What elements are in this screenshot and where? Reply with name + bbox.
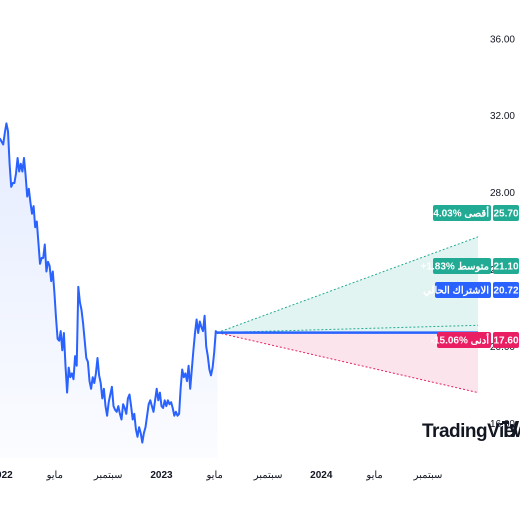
- forecast-layer: [217, 236, 479, 394]
- tag-avg-value: 21.10: [493, 262, 518, 273]
- tag-min-label-box: [437, 332, 491, 348]
- x-tick-label: 2022: [0, 470, 13, 481]
- x-tick-label: 2023: [150, 470, 173, 481]
- tradingview-wordmark: TradingView: [422, 421, 520, 442]
- forecast-avg-line: [217, 324, 479, 334]
- tag-current-value: 20.72: [493, 286, 518, 297]
- x-tick-label: سبتمبر: [93, 470, 123, 481]
- tag-max-label: +24.03% أقصى: [422, 207, 489, 220]
- tag-max-label-box: [433, 205, 491, 221]
- tag-min-label: -15.06% أدنى: [431, 334, 490, 347]
- tv-logo-icon: [502, 421, 519, 437]
- series-area: [0, 123, 218, 459]
- y-tick-label: 28.00: [490, 188, 515, 199]
- y-tick-label: 32.00: [490, 111, 515, 122]
- x-tick-label: 2024: [310, 470, 333, 481]
- x-tick-label: مايو: [46, 470, 63, 481]
- tag-max-value: 25.70: [493, 209, 518, 220]
- tag-current-label-box: [435, 282, 491, 298]
- tag-avg-value-box: [493, 258, 519, 274]
- tag-avg-label: +1.83% متوسط: [421, 262, 489, 273]
- y-tick-label: 36.00: [490, 34, 515, 45]
- tag-min: 17.60-15.06% أدنى: [431, 332, 519, 348]
- tag-max: 25.70 +24.03% أقصى: [422, 205, 519, 221]
- x-tick-label: مايو: [365, 470, 382, 481]
- tradingview-logo: TradingView: [422, 421, 520, 442]
- tag-current-value-box: [493, 282, 519, 298]
- series-layer: [0, 122, 219, 459]
- x-tick-label: مايو: [206, 470, 223, 481]
- y-tick-label: 16.00: [490, 419, 515, 430]
- series-line: [0, 122, 219, 444]
- tag-current-label: الاشتراك الحالي: [423, 286, 489, 297]
- x-tick-label: سبتمبر: [413, 470, 443, 481]
- forecast-min-line: [217, 332, 479, 394]
- tag-avg: 21.10 +1.83% متوسط: [421, 258, 519, 274]
- forecast-tags: 25.70 +24.03% أقصى 21.10 +1.83% متوسط 20.72 ا…: [421, 205, 519, 348]
- x-axis: 2022 مايو سبتمبر 2023 مايو سبتمبر 2024 مايو سبتم…: [0, 470, 442, 481]
- tag-current: 20.72 الاشتراك الحالي: [423, 282, 519, 298]
- tag-max-value-box: [493, 205, 519, 221]
- tag-min-value: 17.60: [493, 336, 518, 347]
- tag-min-value-box: [493, 332, 519, 348]
- x-tick-label: سبتمبر: [253, 470, 283, 481]
- tag-avg-label-box: [433, 258, 491, 274]
